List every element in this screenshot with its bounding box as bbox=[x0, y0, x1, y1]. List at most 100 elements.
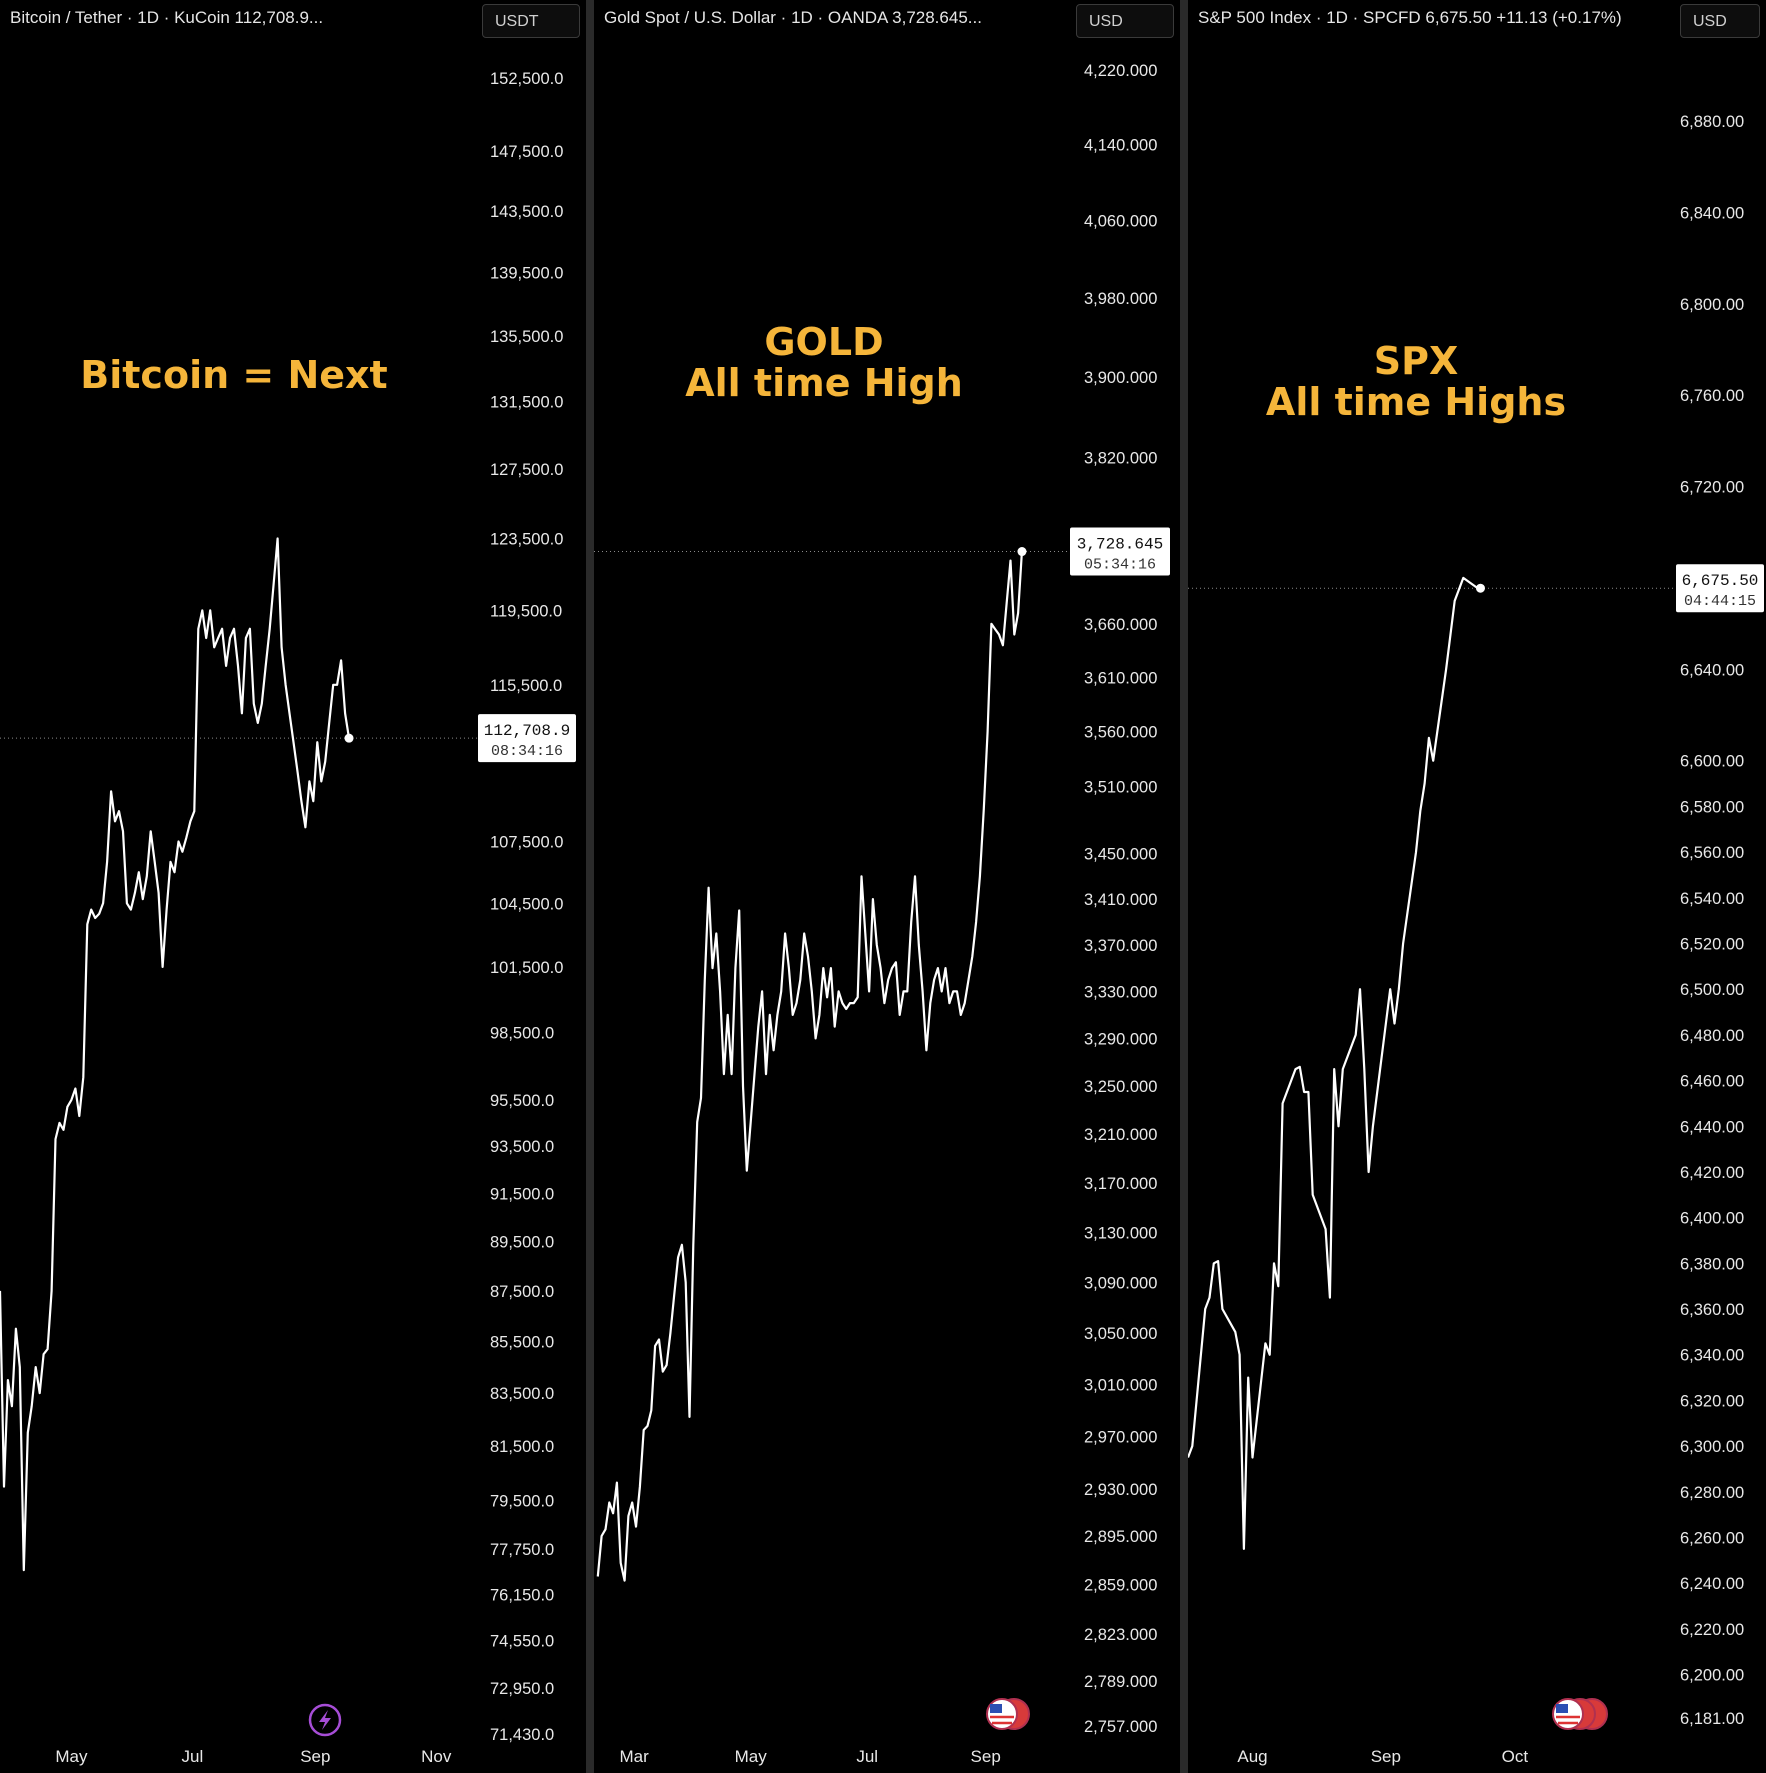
y-tick-label: 152,500.0 bbox=[490, 70, 563, 88]
y-tick-label: 3,330.000 bbox=[1084, 983, 1157, 1001]
y-tick-label: 71,430.0 bbox=[490, 1726, 554, 1744]
bitcoin-chart-panel[interactable]: Bitcoin / Tether · 1D · KuCoin 112,708.9… bbox=[0, 0, 590, 1773]
y-tick-label: 6,260.00 bbox=[1680, 1530, 1744, 1548]
y-tick-label: 3,250.000 bbox=[1084, 1078, 1157, 1096]
x-tick-label: May bbox=[55, 1747, 88, 1766]
y-tick-label: 3,210.000 bbox=[1084, 1126, 1157, 1144]
currency-button[interactable]: USD bbox=[1680, 4, 1760, 38]
y-tick-label: 139,500.0 bbox=[490, 265, 563, 283]
y-tick-label: 77,750.0 bbox=[490, 1541, 554, 1559]
y-tick-label: 119,500.0 bbox=[490, 602, 562, 620]
y-tick-label: 6,200.00 bbox=[1680, 1667, 1744, 1685]
y-tick-label: 4,220.000 bbox=[1084, 62, 1157, 80]
lightning-icon-bolt bbox=[319, 1710, 331, 1730]
y-tick-label: 107,500.0 bbox=[490, 833, 563, 851]
last-price-label: 3,728.645 bbox=[1077, 536, 1163, 554]
currency-button[interactable]: USD bbox=[1076, 4, 1174, 38]
y-tick-label: 74,550.0 bbox=[490, 1633, 554, 1651]
y-tick-label: 3,130.000 bbox=[1084, 1224, 1157, 1242]
last-price-dot bbox=[344, 733, 354, 743]
y-tick-label: 91,500.0 bbox=[490, 1185, 554, 1203]
y-tick-label: 3,610.000 bbox=[1084, 669, 1157, 687]
y-tick-label: 3,050.000 bbox=[1084, 1325, 1157, 1343]
y-tick-label: 6,880.00 bbox=[1680, 113, 1744, 131]
last-price-dot bbox=[1017, 547, 1027, 557]
y-tick-label: 3,370.000 bbox=[1084, 937, 1157, 955]
y-tick-label: 6,840.00 bbox=[1680, 204, 1744, 222]
bar-countdown-label: 08:34:16 bbox=[491, 743, 563, 760]
y-tick-label: 3,660.000 bbox=[1084, 616, 1157, 634]
y-tick-label: 2,930.000 bbox=[1084, 1481, 1157, 1499]
y-tick-label: 3,290.000 bbox=[1084, 1030, 1157, 1048]
y-tick-label: 6,600.00 bbox=[1680, 753, 1744, 771]
y-tick-label: 6,640.00 bbox=[1680, 661, 1744, 679]
y-tick-label: 143,500.0 bbox=[490, 203, 563, 221]
y-tick-label: 98,500.0 bbox=[490, 1024, 554, 1042]
y-tick-label: 3,980.000 bbox=[1084, 290, 1157, 308]
chart-annotation: Bitcoin = Next bbox=[80, 353, 387, 397]
y-tick-label: 6,181.00 bbox=[1680, 1710, 1744, 1728]
us-flag-icon bbox=[986, 1698, 1018, 1730]
y-tick-label: 6,540.00 bbox=[1680, 890, 1744, 908]
x-tick-label: Jul bbox=[181, 1747, 203, 1766]
price-series-line bbox=[1188, 576, 1481, 1550]
y-tick-label: 6,580.00 bbox=[1680, 798, 1744, 816]
y-tick-label: 2,970.000 bbox=[1084, 1429, 1157, 1447]
y-tick-label: 83,500.0 bbox=[490, 1385, 554, 1403]
chart-header: Bitcoin / Tether · 1D · KuCoin 112,708.9… bbox=[10, 8, 324, 27]
chart-annotation: All time Highs bbox=[1266, 380, 1566, 424]
spx-line-chart[interactable]: 6,880.00 6,840.00 6,800.00 6,760.00 6,720.00… bbox=[1188, 0, 1766, 1773]
y-tick-label: 93,500.0 bbox=[490, 1138, 554, 1156]
spx-chart-panel[interactable]: S&P 500 Index · 1D · SPCFD 6,675.50 +11.… bbox=[1188, 0, 1766, 1773]
y-tick-label: 6,220.00 bbox=[1680, 1621, 1744, 1639]
chart-annotation: SPX bbox=[1374, 339, 1459, 383]
y-tick-label: 6,520.00 bbox=[1680, 935, 1744, 953]
y-tick-label: 6,560.00 bbox=[1680, 844, 1744, 862]
y-tick-label: 104,500.0 bbox=[490, 895, 563, 913]
y-tick-label: 127,500.0 bbox=[490, 461, 563, 479]
y-tick-label: 135,500.0 bbox=[490, 328, 563, 346]
y-tick-label: 6,320.00 bbox=[1680, 1392, 1744, 1410]
x-tick-label: Sep bbox=[1371, 1747, 1401, 1766]
y-tick-label: 6,340.00 bbox=[1680, 1347, 1744, 1365]
y-tick-label: 89,500.0 bbox=[490, 1234, 554, 1252]
chart-header: Gold Spot / U.S. Dollar · 1D · OANDA 3,7… bbox=[604, 8, 982, 27]
chart-header: S&P 500 Index · 1D · SPCFD 6,675.50 +11.… bbox=[1198, 8, 1622, 27]
y-tick-label: 3,900.000 bbox=[1084, 369, 1157, 387]
y-tick-label: 79,500.0 bbox=[490, 1492, 554, 1510]
panel-divider[interactable] bbox=[1180, 0, 1188, 1773]
lightning-icon bbox=[308, 1703, 342, 1737]
y-tick-label: 6,720.00 bbox=[1680, 479, 1744, 497]
last-price-dot bbox=[1475, 583, 1485, 593]
x-tick-label: Jul bbox=[856, 1747, 878, 1766]
us-flag-icon bbox=[1552, 1698, 1584, 1730]
bar-countdown-label: 04:44:15 bbox=[1684, 593, 1756, 610]
y-tick-label: 3,560.000 bbox=[1084, 724, 1157, 742]
y-tick-label: 76,150.0 bbox=[490, 1586, 554, 1604]
y-tick-label: 6,420.00 bbox=[1680, 1164, 1744, 1182]
y-tick-label: 6,360.00 bbox=[1680, 1301, 1744, 1319]
last-price-label: 6,675.50 bbox=[1682, 572, 1759, 590]
y-tick-label: 6,380.00 bbox=[1680, 1255, 1744, 1273]
y-tick-label: 6,440.00 bbox=[1680, 1118, 1744, 1136]
last-price-box bbox=[478, 714, 576, 763]
y-tick-label: 6,500.00 bbox=[1680, 981, 1744, 999]
gold-chart-panel[interactable]: Gold Spot / U.S. Dollar · 1D · OANDA 3,7… bbox=[594, 0, 1180, 1773]
last-price-box bbox=[1676, 564, 1764, 613]
bar-countdown-label: 05:34:16 bbox=[1084, 557, 1156, 574]
y-tick-label: 6,400.00 bbox=[1680, 1210, 1744, 1228]
y-tick-label: 2,823.000 bbox=[1084, 1626, 1157, 1644]
y-tick-label: 115,500.0 bbox=[490, 677, 562, 695]
y-tick-label: 3,820.000 bbox=[1084, 449, 1157, 467]
y-tick-label: 3,510.000 bbox=[1084, 779, 1157, 797]
y-tick-label: 123,500.0 bbox=[490, 531, 563, 549]
x-tick-label: Oct bbox=[1502, 1747, 1529, 1766]
gold-line-chart[interactable]: 4,220.000 4,140.000 4,060.000 3,980.000 3,90… bbox=[594, 0, 1180, 1773]
y-tick-label: 6,800.00 bbox=[1680, 296, 1744, 314]
panel-divider[interactable] bbox=[586, 0, 594, 1773]
y-tick-label: 2,859.000 bbox=[1084, 1577, 1157, 1595]
currency-button[interactable]: USDT bbox=[482, 4, 580, 38]
bitcoin-line-chart[interactable]: 152,500.0 147,500.0 143,500.0 139,500.0 135,… bbox=[0, 0, 590, 1773]
y-tick-label: 3,170.000 bbox=[1084, 1175, 1157, 1193]
y-tick-label: 147,500.0 bbox=[490, 143, 563, 161]
